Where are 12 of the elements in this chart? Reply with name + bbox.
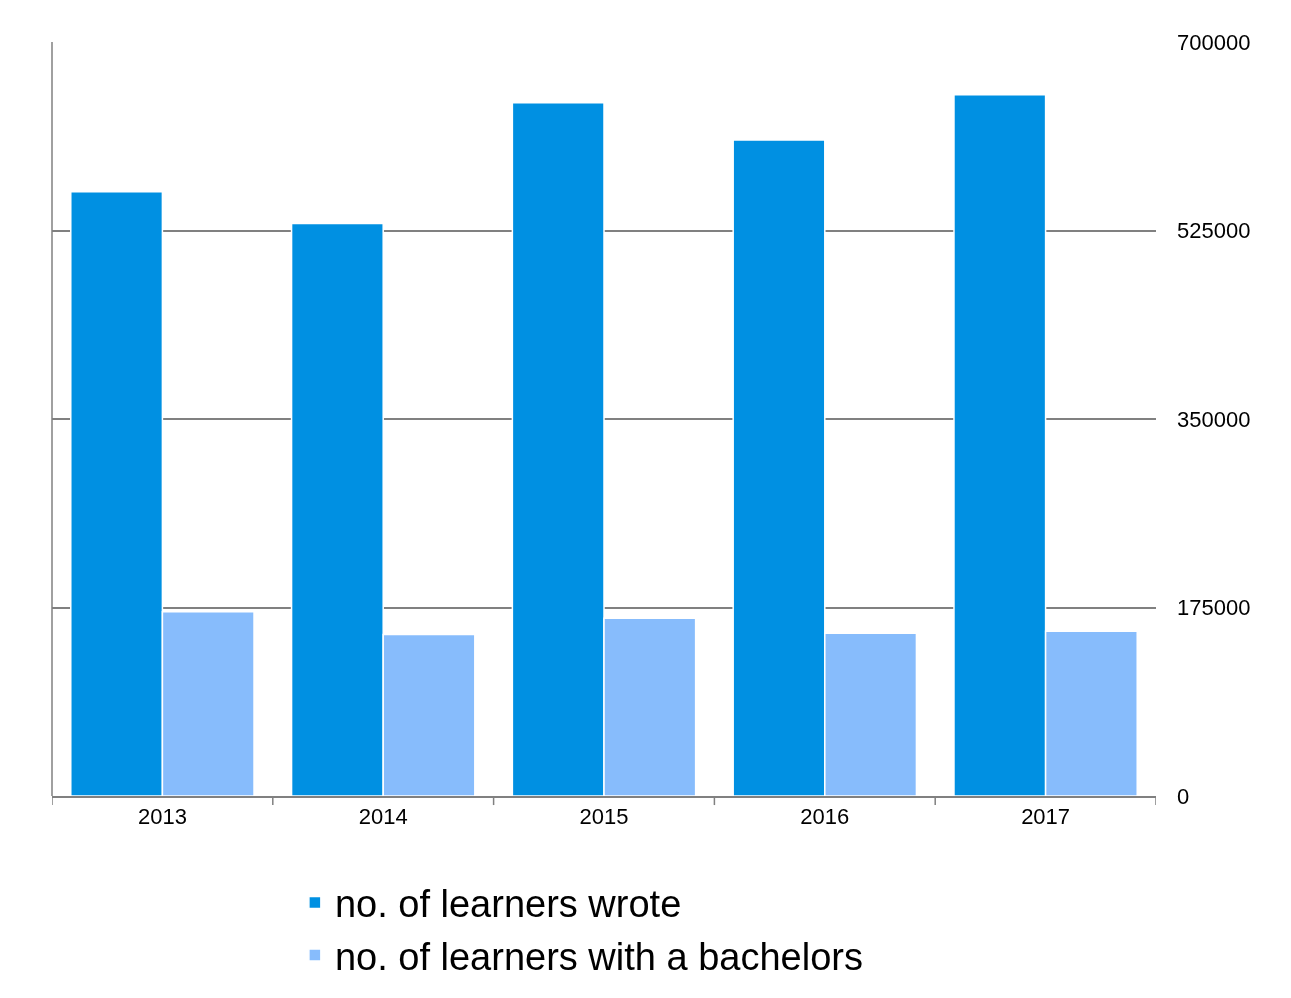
x-tick-label: 2013 [137, 804, 187, 830]
y-tick-label: 525000 [1177, 218, 1251, 244]
y-tick-label: 0 [1177, 783, 1190, 809]
x-tick-label: 2014 [358, 804, 408, 830]
x-tick-label: 2015 [579, 804, 629, 830]
y-tick-label: 350000 [1177, 406, 1251, 432]
legend-label: no. of learners with a bachelors [334, 935, 863, 978]
legend-label: no. of learners wrote [334, 883, 682, 926]
x-tick-label: 2016 [800, 804, 850, 830]
y-tick-label: 175000 [1177, 595, 1251, 621]
y-tick-label: 700000 [1177, 29, 1251, 55]
x-tick-label: 2017 [1021, 804, 1071, 830]
